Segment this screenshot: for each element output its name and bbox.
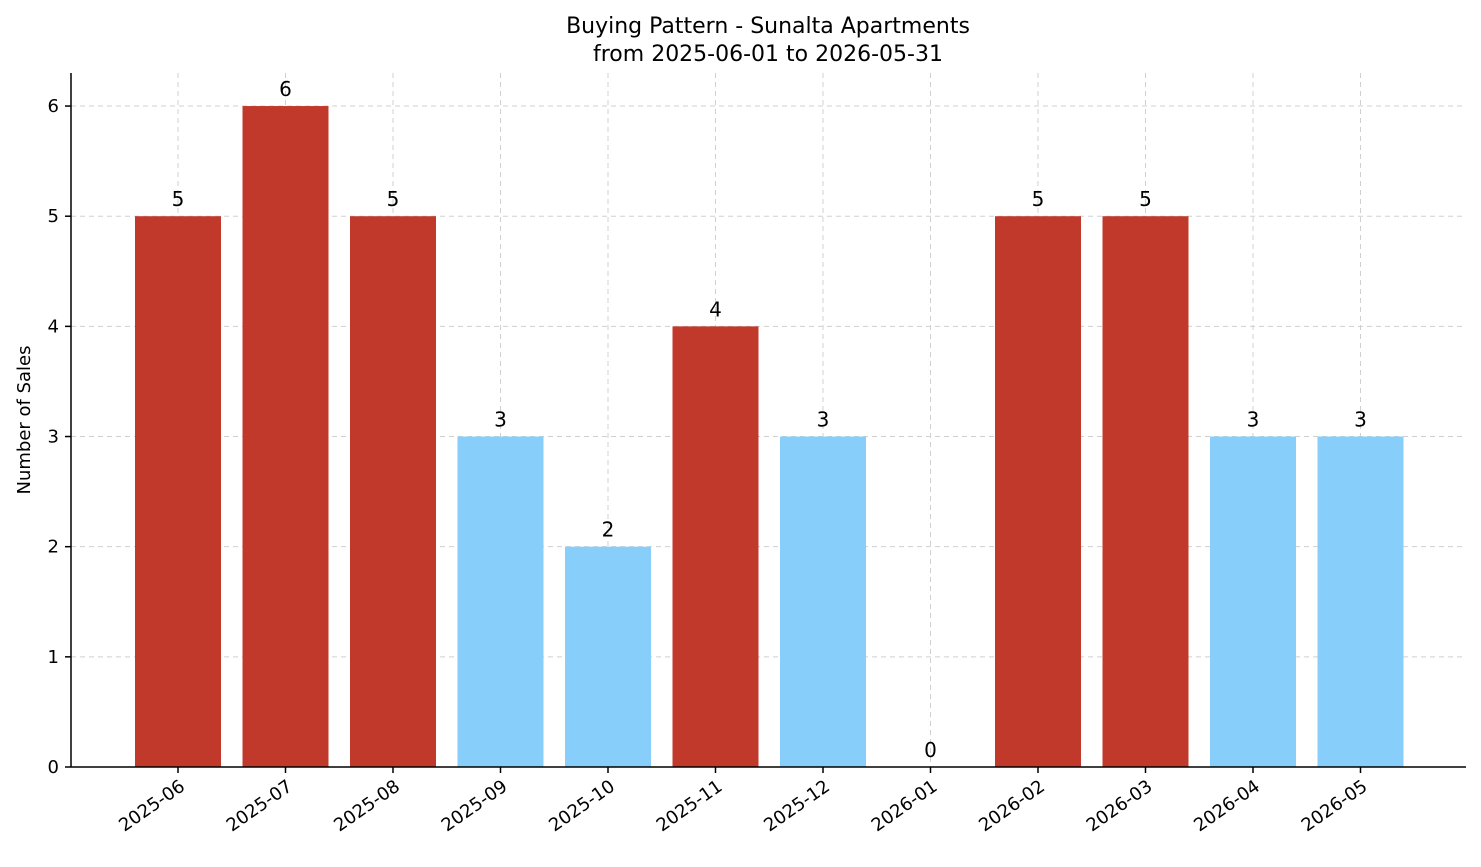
x-tick-label-2025-10: 2025-10 [545, 776, 619, 836]
data-label-2026-04: 3 [1247, 408, 1260, 432]
data-label-2025-07: 6 [279, 77, 292, 101]
x-tick-label-2025-09: 2025-09 [438, 776, 512, 836]
x-tick-label-2025-08: 2025-08 [330, 776, 404, 836]
x-tick-label-2026-03: 2026-03 [1083, 776, 1157, 836]
bar-layer [135, 106, 1404, 768]
bar-2026-03 [1102, 216, 1189, 767]
bar-2026-04 [1210, 436, 1296, 767]
axis-layer [70, 73, 1466, 768]
y-tick-label: 0 [48, 757, 59, 778]
bar-2025-06 [135, 216, 221, 767]
y-tick-label: 2 [48, 537, 59, 558]
x-tick-label-2025-06: 2025-06 [115, 776, 189, 836]
data-label-2025-06: 5 [172, 187, 185, 211]
bar-2025-10 [565, 546, 651, 767]
y-tick-label: 3 [48, 427, 59, 448]
y-axis-label: Number of Sales [14, 345, 35, 494]
y-tick-label: 6 [48, 96, 59, 117]
x-tick-label-2026-05: 2026-05 [1298, 776, 1372, 836]
data-label-2025-11: 4 [709, 297, 722, 321]
bar-2025-07 [242, 106, 329, 768]
x-tick-label-2025-11: 2025-11 [653, 776, 727, 836]
data-label-2025-09: 3 [494, 408, 507, 432]
data-label-2025-12: 3 [817, 408, 830, 432]
y-tick-label: 1 [48, 647, 59, 668]
bar-2026-05 [1317, 436, 1404, 767]
bar-2025-11 [672, 326, 759, 767]
data-label-2026-05: 3 [1354, 408, 1367, 432]
data-label-layer: 5 6 5 3 2 4 3 0 5 5 3 3 [172, 77, 1367, 762]
bar-2026-02 [995, 216, 1081, 767]
x-tick-label-2026-04: 2026-04 [1190, 776, 1264, 836]
bar-2025-08 [350, 216, 436, 767]
bar-2025-09 [457, 436, 544, 767]
y-tick-label: 5 [48, 206, 59, 227]
y-tick-label: 4 [48, 316, 59, 337]
x-tick-label-2026-01: 2026-01 [868, 776, 942, 836]
data-label-2025-08: 5 [387, 187, 400, 211]
chart-title: Buying Pattern - Sunalta Apartments [566, 14, 970, 39]
data-label-2025-10: 2 [602, 518, 615, 542]
data-label-2026-01: 0 [924, 738, 937, 762]
data-label-2026-02: 5 [1032, 187, 1045, 211]
x-tick-label-2026-02: 2026-02 [975, 776, 1049, 836]
bar-2025-12 [780, 436, 866, 767]
x-tick-label-2025-12: 2025-12 [760, 776, 834, 836]
x-tick-label-2025-07: 2025-07 [223, 776, 297, 836]
chart-subtitle: from 2025-06-01 to 2026-05-31 [593, 42, 943, 67]
data-label-2026-03: 5 [1139, 187, 1152, 211]
